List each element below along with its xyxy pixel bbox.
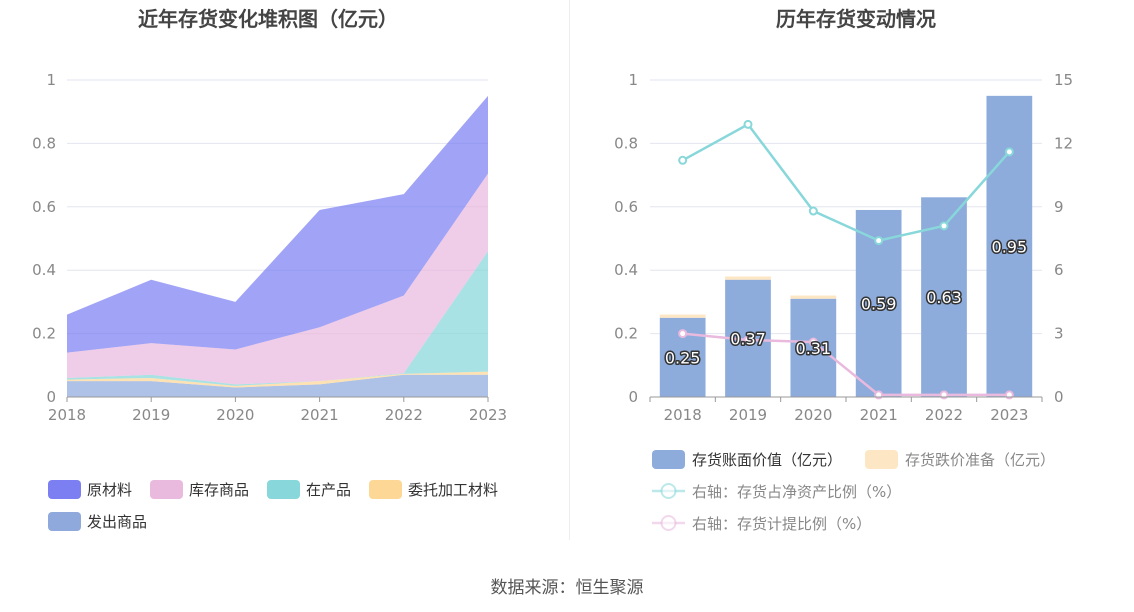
line-point — [874, 236, 884, 246]
data-source-note: 数据来源：恒生聚源 — [490, 578, 644, 598]
legend-label: 原材料 — [87, 481, 132, 499]
line-point — [743, 335, 753, 345]
area-委托加工材料 — [67, 371, 488, 388]
y2-tick-label: 3 — [1054, 325, 1064, 343]
bar-line-combo-chart: 历年存货变动情况 0.250.370.310.59 0.630.95 00.20.… — [614, 7, 1073, 533]
bar-data-label: 0.95 — [992, 237, 1028, 256]
area-库存商品 — [67, 173, 488, 385]
y-tick-label: 1 — [628, 71, 638, 89]
y-tick-label: 0 — [46, 388, 56, 406]
y-tick-label: 0.4 — [614, 261, 638, 279]
x-tick-label: 2023 — [469, 406, 507, 424]
bar-data-label: 0.37 — [730, 329, 766, 348]
y-tick-label: 0.6 — [614, 198, 638, 216]
legend-label: 库存商品 — [189, 481, 249, 499]
line-point — [808, 206, 818, 216]
y-tick-label: 0.4 — [32, 261, 56, 279]
line-point — [808, 337, 818, 347]
bar-inventory-value — [921, 197, 967, 397]
chart-title: 近年存货变化堆积图（亿元） — [138, 7, 398, 31]
legend-label: 发出商品 — [87, 513, 147, 531]
bar-impairment-provision — [790, 295, 837, 299]
legend-marker — [660, 483, 677, 499]
x-tick-label: 2018 — [48, 406, 86, 424]
legend-label: 在产品 — [306, 481, 351, 499]
y2-tick-label: 9 — [1054, 198, 1064, 216]
y-tick-label: 0.8 — [614, 134, 638, 152]
y2-tick-label: 12 — [1054, 134, 1073, 152]
bar-inventory-value — [790, 298, 837, 397]
y2-tick-label: 15 — [1054, 71, 1073, 89]
line-右轴：存货计提比例（%） — [682, 332, 1010, 397]
legend-label: 右轴：存货占净资产比例（%） — [692, 483, 901, 501]
divider — [569, 0, 570, 540]
x-tick-label: 2022 — [925, 406, 963, 424]
y2-tick-label: 6 — [1054, 261, 1064, 279]
y-tick-label: 0.2 — [32, 325, 56, 343]
y-tick-label: 0.6 — [32, 198, 56, 216]
x-tick-label: 2018 — [664, 406, 702, 424]
legend-marker — [660, 515, 677, 531]
x-tick-label: 2020 — [216, 406, 254, 424]
bar-data-label: 0.31 — [796, 339, 832, 358]
line-point — [939, 221, 949, 231]
bar-data-label: 0.63 — [926, 288, 962, 307]
x-tick-label: 2020 — [794, 406, 832, 424]
legend-label: 存货账面价值（亿元） — [692, 451, 842, 469]
legend-swatch — [48, 480, 81, 499]
line-point — [1004, 147, 1014, 157]
y2-tick-label: 0 — [1054, 388, 1064, 406]
bar-inventory-value — [986, 95, 1033, 397]
x-tick-label: 2019 — [729, 406, 767, 424]
y-tick-label: 1 — [46, 71, 56, 89]
x-tick-label: 2019 — [132, 406, 170, 424]
x-tick-label: 2022 — [385, 406, 423, 424]
y-tick-label: 0 — [628, 388, 638, 406]
legend-swatch — [652, 450, 685, 469]
legend-swatch — [369, 480, 402, 499]
bar-data-label: 0.59 — [861, 294, 897, 313]
chart-title: 历年存货变动情况 — [776, 7, 936, 31]
x-tick-label: 2021 — [860, 406, 898, 424]
line-point — [743, 119, 753, 129]
legend-label: 委托加工材料 — [408, 481, 498, 499]
x-tick-label: 2021 — [301, 406, 339, 424]
legend-swatch — [865, 450, 898, 469]
line-point — [678, 155, 688, 165]
line-point — [678, 329, 688, 339]
area-在产品 — [67, 251, 488, 386]
y-tick-label: 0.2 — [614, 325, 638, 343]
bar-impairment-provision — [659, 314, 706, 318]
area-原材料 — [67, 95, 488, 353]
legend-label: 存货跌价准备（亿元） — [905, 451, 1055, 469]
bar-data-label: 0.25 — [665, 348, 701, 367]
legend-label: 右轴：存货计提比例（%） — [692, 515, 871, 533]
x-tick-label: 2023 — [990, 406, 1028, 424]
line-右轴：存货占净资产比例（%） — [682, 122, 1011, 242]
y-tick-label: 0.8 — [32, 134, 56, 152]
legend-swatch — [48, 512, 81, 531]
legend-swatch — [150, 480, 183, 499]
legend-swatch — [267, 480, 300, 499]
bar-impairment-provision — [725, 276, 771, 280]
stacked-area-chart: 近年存货变化堆积图（亿元） 0 0.2 0.4 0.6 0.8 1 2018 2019 2020… — [32, 7, 507, 531]
